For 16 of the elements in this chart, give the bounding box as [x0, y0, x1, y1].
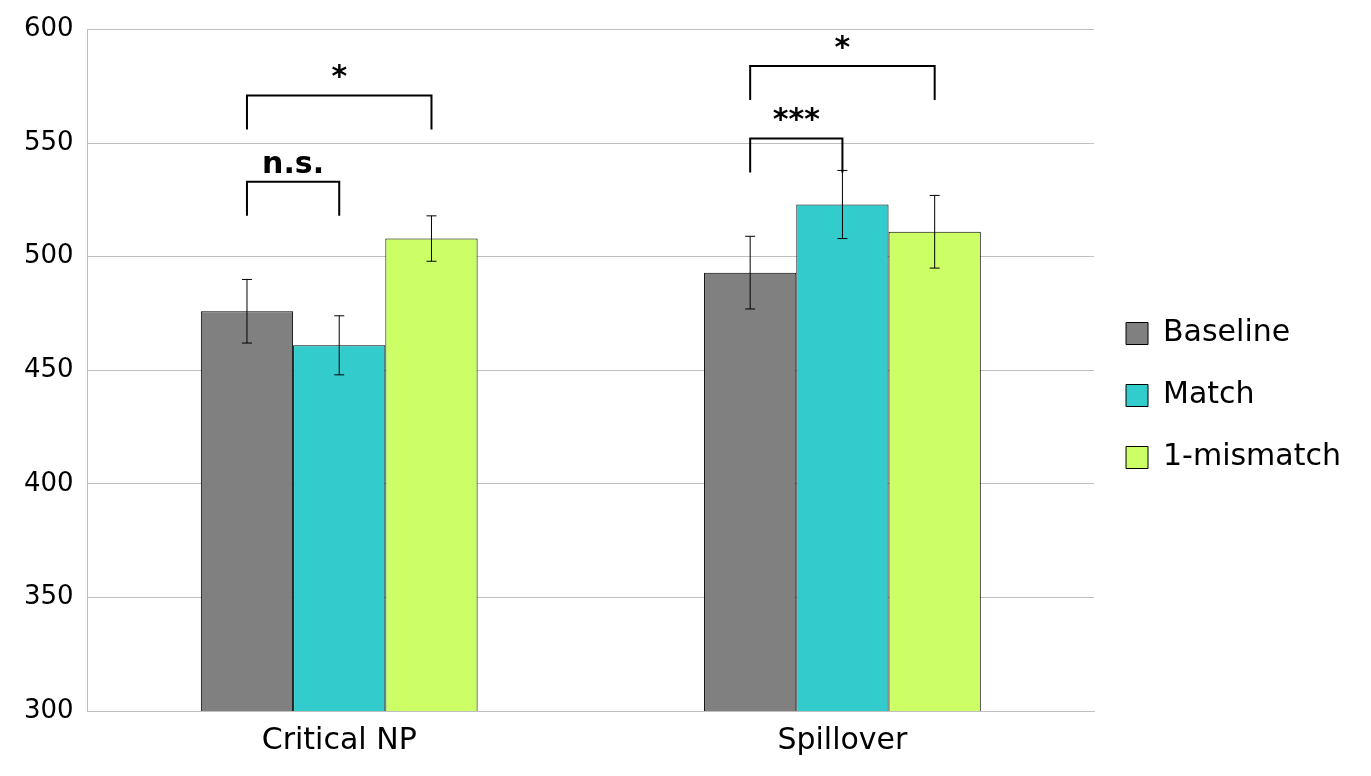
legend-label: 1-mismatch	[1163, 437, 1342, 473]
y-tick-label: 300	[23, 693, 74, 724]
annotation: *	[331, 58, 348, 94]
x-tick-label: Spillover	[777, 720, 909, 756]
x-tick-label: Critical NP	[261, 720, 417, 756]
y-tick-label: 350	[23, 580, 74, 611]
y-tick-label: 550	[23, 125, 74, 156]
legend-label: Baseline	[1163, 313, 1291, 349]
y-tick-label: 450	[23, 353, 74, 384]
annotation: ***	[772, 101, 821, 137]
y-tick-label: 500	[23, 239, 74, 270]
y-tick-label: 400	[23, 466, 74, 497]
y-tick-label: 600	[23, 12, 74, 43]
legend-label: Match	[1163, 375, 1255, 411]
annotation: n.s.	[262, 144, 325, 180]
annotation: *	[834, 28, 851, 64]
